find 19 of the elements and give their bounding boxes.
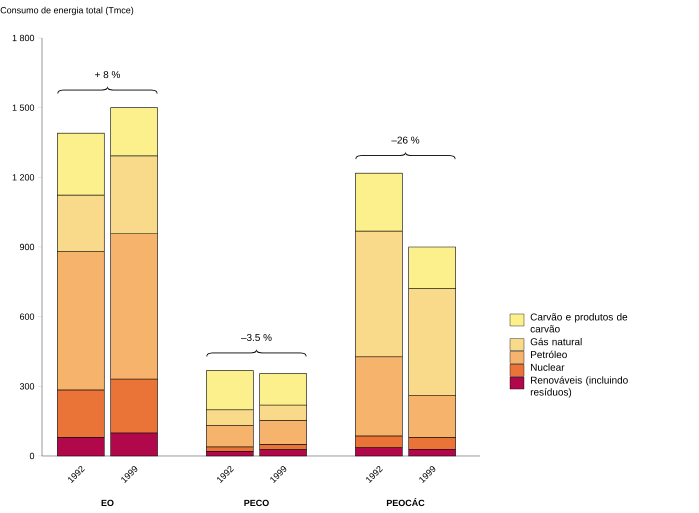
y-tick-label: 300 [20, 383, 34, 390]
y-tick-label: 0 [30, 452, 34, 460]
y-tick-label: 900 [20, 244, 34, 250]
annotation: + 8 % [95, 71, 120, 78]
y-tick-label: 1 200 [12, 174, 34, 180]
y-tick-label: 1 800 [12, 34, 34, 42]
legend-label: Nuclear [531, 364, 564, 371]
y-tick-label: 1 500 [12, 104, 34, 111]
y-tick-label: 600 [20, 313, 34, 320]
legend-label: Carvão e produtos de carvão [530, 313, 628, 332]
legend-label: Petróleo [531, 350, 567, 358]
text: PECO [244, 500, 269, 506]
y-axis-title: Consumo de energia total (Tmce) [0, 6, 134, 16]
legend-label: Gás natural [530, 338, 582, 346]
annotation: –26 % [391, 136, 420, 144]
text: PEOCÁC [386, 498, 424, 506]
text: EO [102, 500, 114, 506]
annotation: –3.5 % [240, 334, 272, 342]
legend-label: Renováveis (incluindo resíduos) [530, 376, 628, 398]
